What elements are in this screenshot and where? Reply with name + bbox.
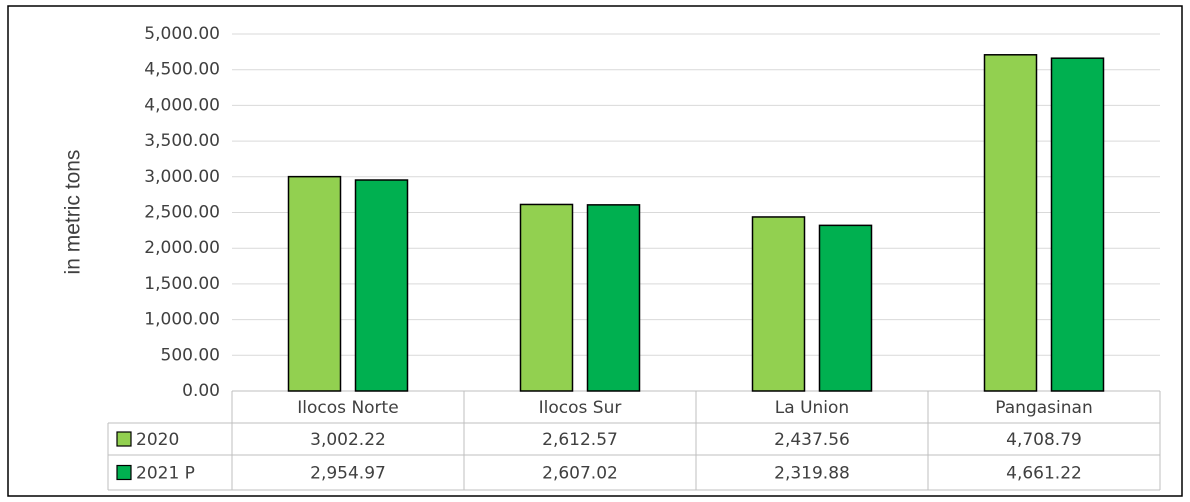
y-tick-label: 2,000.00: [144, 238, 220, 258]
table-value: 2,607.02: [542, 464, 618, 484]
x-tick-label: La Union: [775, 398, 849, 418]
y-tick-label: 5,000.00: [144, 24, 220, 44]
x-tick-label: Ilocos Sur: [539, 398, 622, 418]
bar: [354, 179, 409, 392]
y-tick-label: 1,000.00: [144, 310, 220, 330]
bar: [287, 175, 342, 392]
x-tick-label: Pangasinan: [995, 398, 1092, 418]
legend-label: 2021 P: [136, 464, 195, 484]
y-tick-label: 3,000.00: [144, 167, 220, 187]
table-value: 2,437.56: [774, 430, 850, 450]
y-tick-label: 0.00: [182, 381, 220, 401]
y-tick-label: 4,000.00: [144, 95, 220, 115]
legend-swatch: [116, 464, 132, 481]
bar: [586, 204, 641, 392]
x-tick-label: Ilocos Norte: [297, 398, 398, 418]
y-tick-label: 500.00: [161, 345, 220, 365]
bar: [818, 224, 873, 392]
y-axis-title: in metric tons: [62, 150, 85, 275]
table-value: 2,319.88: [774, 464, 850, 484]
table-value: 2,954.97: [310, 464, 386, 484]
bar: [519, 203, 574, 392]
y-tick-label: 1,500.00: [144, 274, 220, 294]
bar: [983, 54, 1038, 392]
bar: [751, 216, 806, 392]
table-value: 4,661.22: [1006, 464, 1082, 484]
legend-swatch: [116, 431, 132, 447]
y-tick-label: 4,500.00: [144, 60, 220, 80]
legend-label: 2020: [136, 430, 179, 450]
bar: [1050, 57, 1105, 392]
y-tick-label: 3,500.00: [144, 131, 220, 151]
y-tick-label: 2,500.00: [144, 203, 220, 223]
table-value: 2,612.57: [542, 430, 618, 450]
table-value: 4,708.79: [1006, 430, 1082, 450]
table-value: 3,002.22: [310, 430, 386, 450]
